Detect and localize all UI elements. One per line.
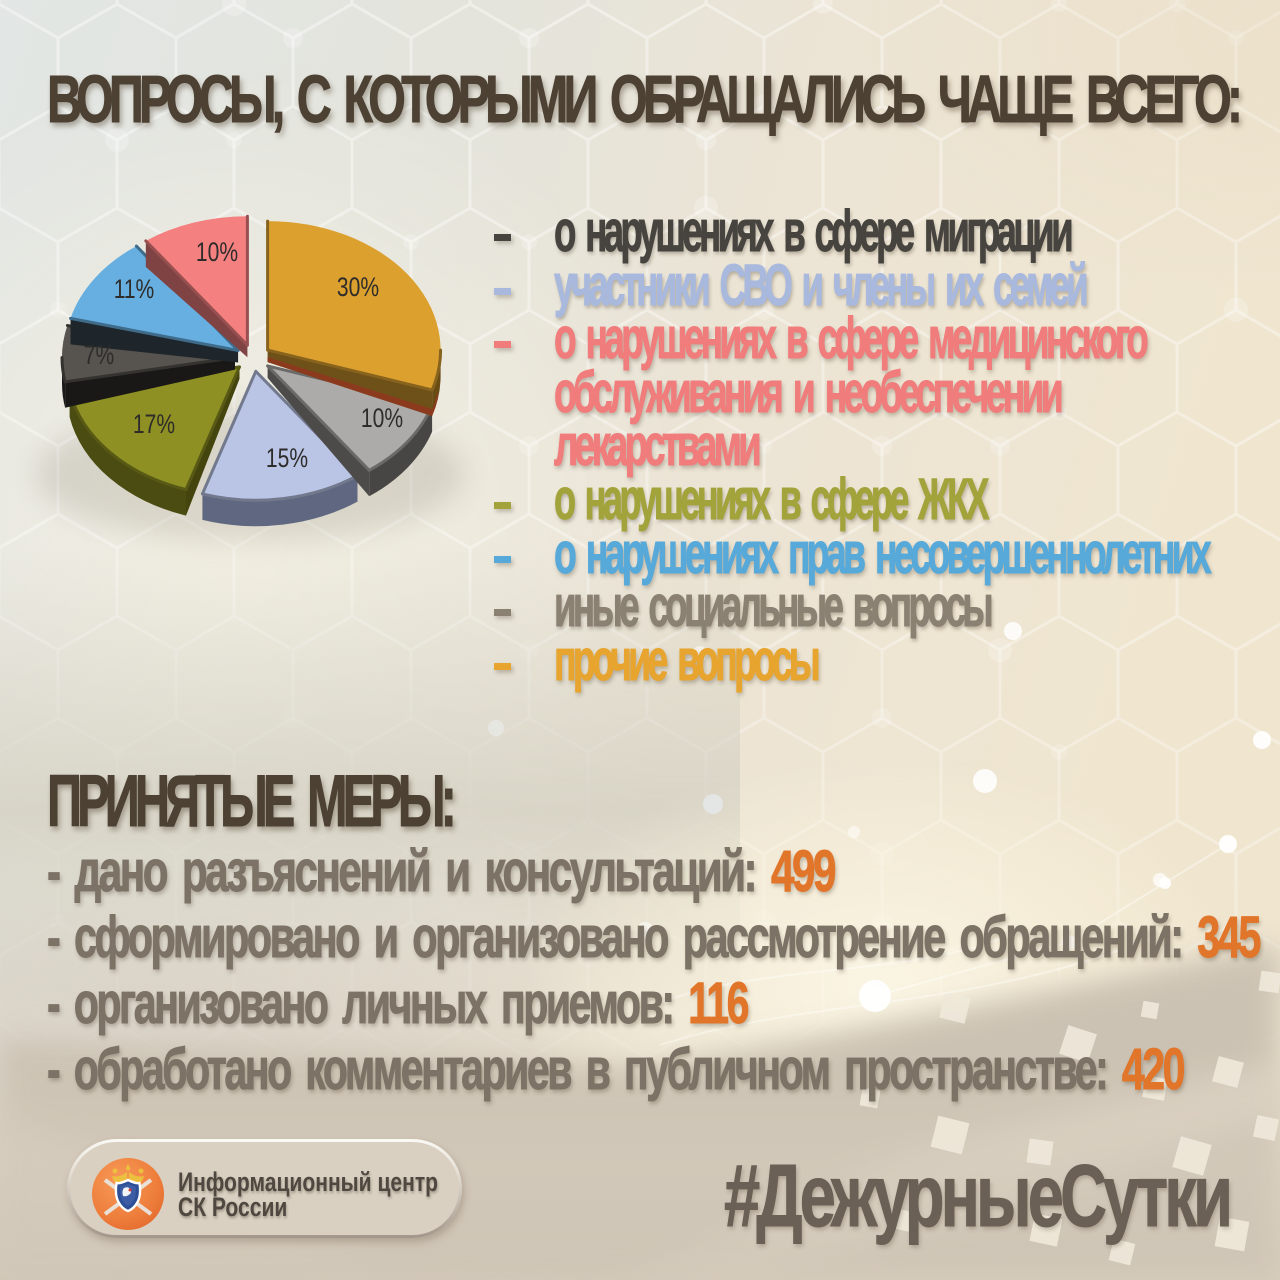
svg-text:10%: 10% — [196, 238, 238, 268]
svg-text:11%: 11% — [114, 275, 155, 305]
svg-text:7%: 7% — [84, 341, 114, 371]
svg-text:30%: 30% — [337, 273, 379, 303]
svg-text:17%: 17% — [133, 410, 175, 440]
svg-text:15%: 15% — [266, 444, 308, 474]
svg-text:10%: 10% — [361, 404, 403, 434]
